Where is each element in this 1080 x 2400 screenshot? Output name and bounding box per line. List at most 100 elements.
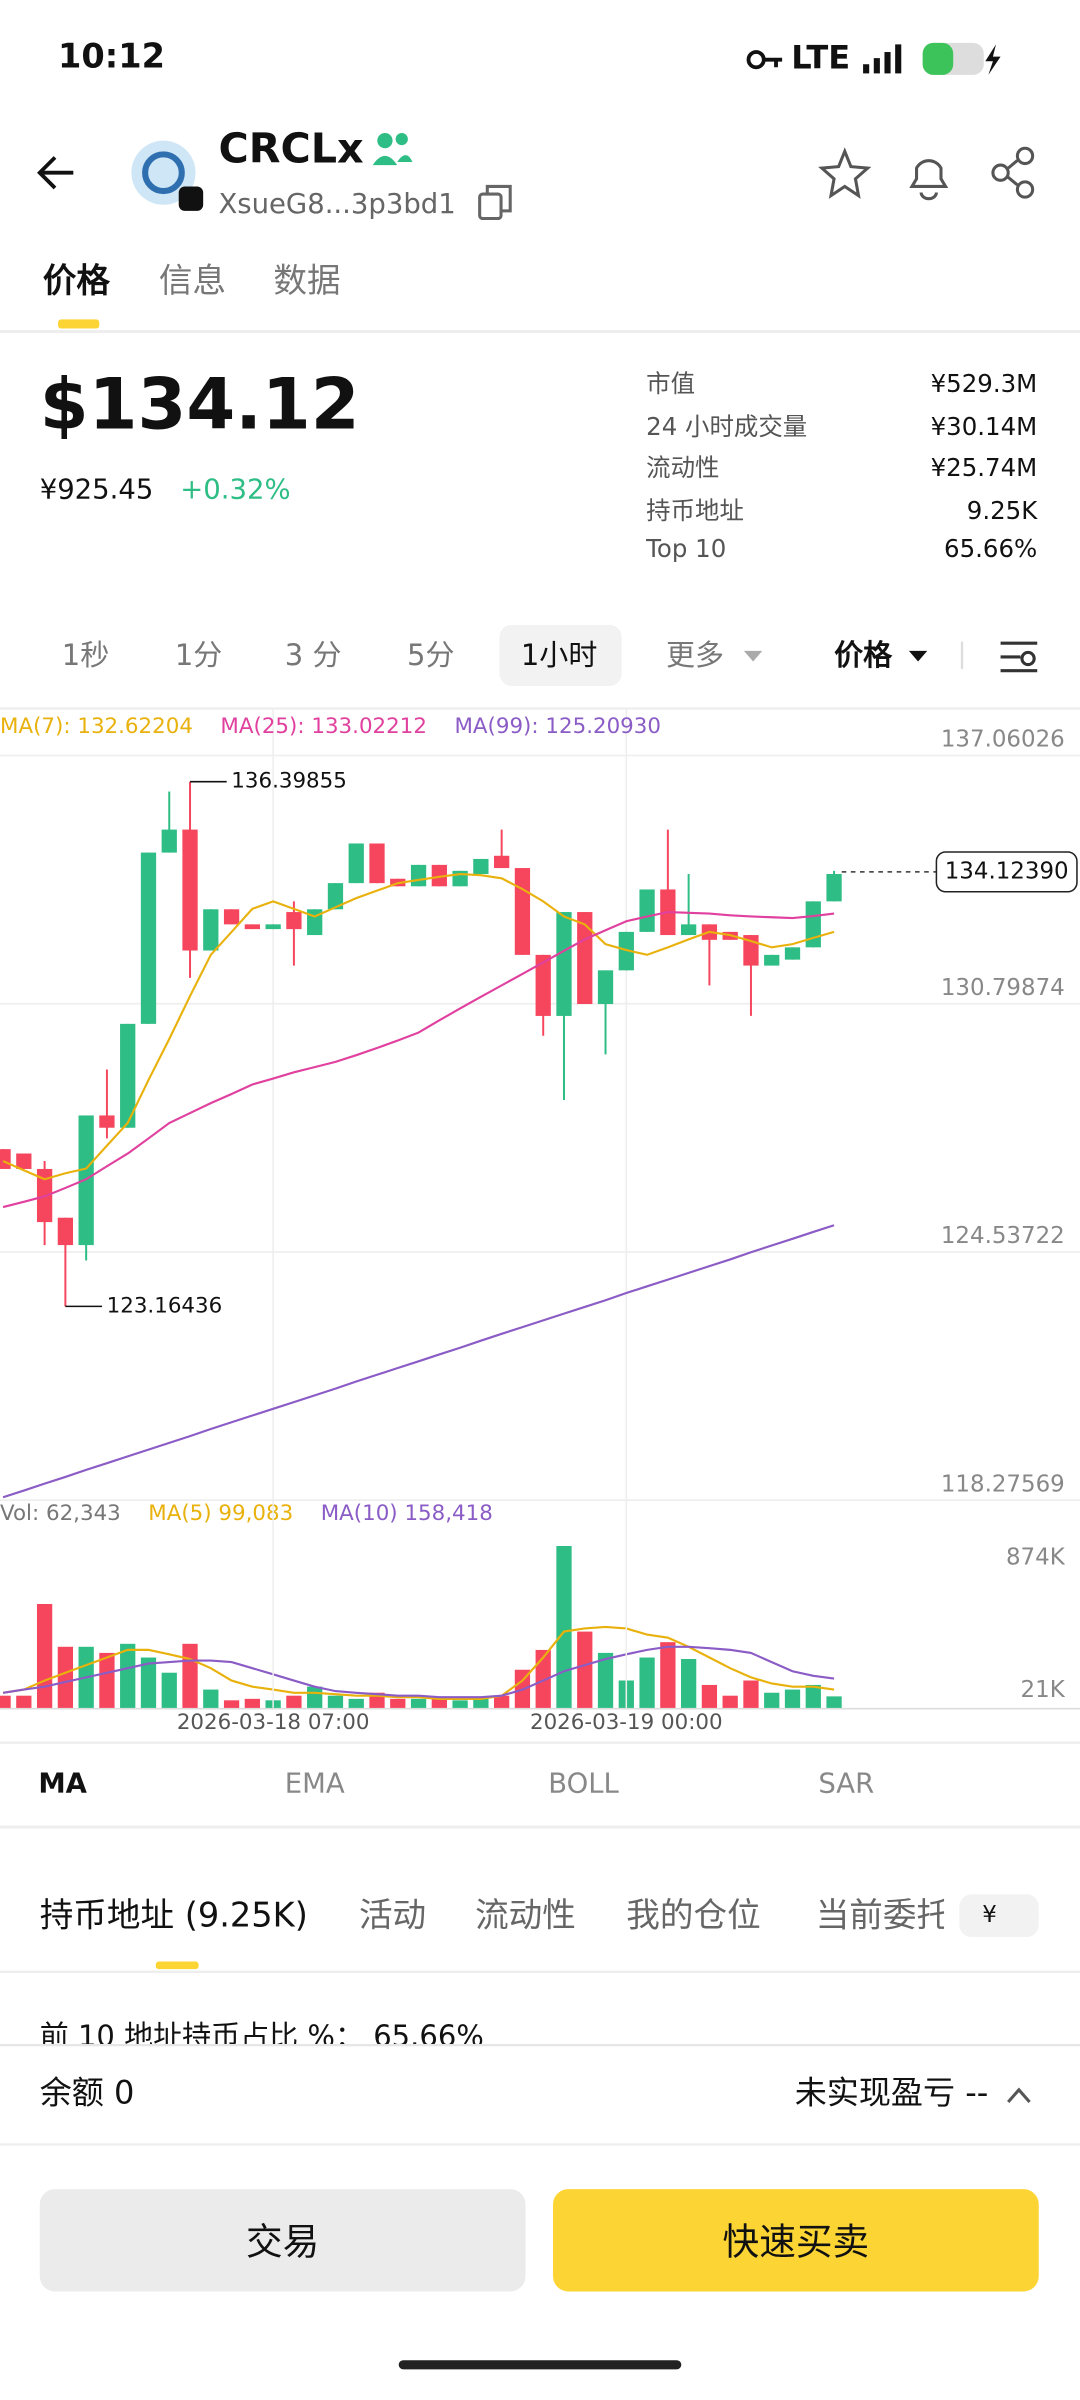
last-price-box (935, 851, 1078, 893)
currency-chip[interactable] (959, 1894, 1039, 1938)
volume-bar (36, 1603, 53, 1708)
candle-body (244, 924, 260, 930)
section-tab[interactable]: 活动 (359, 1896, 426, 1935)
interval[interactable]: 3 分 (285, 638, 342, 672)
volume-bar (535, 1649, 551, 1708)
extreme-label: 136.39855 (231, 769, 347, 794)
volume-bar (473, 1698, 489, 1708)
candle-body (577, 912, 593, 1005)
stat-value: ¥529.3M (931, 369, 1038, 398)
legend-entry: MA(25): 133.02212 (220, 714, 427, 739)
ma-line (2, 910, 835, 1209)
token-address: XsueG8...3p3bd1 (218, 188, 455, 220)
interval[interactable]: 1秒 (62, 638, 109, 672)
volume-ma-line (2, 1625, 835, 1700)
favorite-button[interactable] (818, 147, 872, 199)
volume-bar (722, 1695, 738, 1708)
volume-bar (244, 1698, 260, 1708)
candle-body (327, 883, 344, 910)
candle-body (473, 858, 489, 875)
candle-body (57, 1217, 74, 1246)
ma-line (2, 872, 835, 1181)
volume-bar (120, 1643, 136, 1708)
candle-body (680, 924, 697, 936)
share-button[interactable] (991, 146, 1035, 199)
expand-button[interactable] (1007, 2087, 1031, 2104)
indicator-tab[interactable]: BOLL (548, 1767, 619, 1799)
token-name: CRCLx (218, 124, 363, 172)
volume-bar (0, 1695, 11, 1708)
volume-bar (784, 1689, 801, 1708)
indicator-tab[interactable]: MA (38, 1767, 87, 1799)
interval[interactable]: 5分 (407, 638, 454, 672)
legend-entry: MA(10) 158,418 (321, 1501, 493, 1526)
volume-bar (660, 1642, 676, 1708)
price-cny: ¥925.45 (40, 473, 154, 505)
volume-ma-line (2, 1645, 835, 1699)
stat-value: ¥30.14M (931, 412, 1038, 441)
section-tab[interactable]: 持币地址 (9.25K) (40, 1896, 308, 1935)
indicator-tab[interactable]: EMA (285, 1767, 345, 1799)
battery-icon (922, 42, 1001, 75)
interval[interactable]: 更多 (666, 638, 724, 672)
divider (0, 707, 1080, 710)
divider (0, 2043, 1080, 2047)
volume-bar (307, 1686, 323, 1708)
candle-body (120, 1023, 136, 1128)
balance: 余额 0 (40, 2073, 135, 2111)
x-tick-label: 2026-03-19 00:00 (530, 1710, 723, 1735)
volume-bar (390, 1698, 406, 1708)
section-tab[interactable]: 流动性 (475, 1896, 576, 1935)
volume-bar (431, 1698, 447, 1708)
quick-trade-button[interactable] (552, 2189, 1039, 2292)
section-tab[interactable]: 我的仓位 (626, 1896, 760, 1935)
interval[interactable]: 1小时 (521, 638, 598, 672)
back-button[interactable] (37, 156, 74, 190)
unrealized-pnl: 未实现盈亏 -- (795, 2073, 989, 2111)
currency-chip-label: ¥ (982, 1902, 997, 1928)
volume-bar (223, 1700, 240, 1708)
candle-body (784, 947, 801, 960)
candle-body (410, 864, 427, 887)
candle-body (286, 912, 302, 930)
copy-button[interactable] (478, 184, 512, 221)
volume-bar (680, 1659, 697, 1708)
y-tick-label: 130.79874 (941, 975, 1065, 1001)
chart-settings-button[interactable] (1000, 641, 1038, 673)
candle-body (764, 954, 780, 966)
candle-body (140, 852, 157, 1024)
volume-bar (556, 1545, 572, 1708)
interval[interactable]: 1分 (175, 638, 222, 672)
ma-line (2, 1224, 835, 1499)
candle-body (161, 829, 177, 853)
divider (0, 330, 1080, 334)
quick-trade-button-label: 快速买卖 (723, 2221, 870, 2264)
volume-bar (639, 1657, 655, 1708)
volume-bar (452, 1700, 468, 1708)
candle-body (597, 970, 614, 1005)
candle-body (639, 889, 655, 932)
section-tab[interactable]: 当前委托 (816, 1896, 950, 1935)
candle-body (369, 843, 385, 884)
divider (0, 1970, 1080, 1973)
legend-entry: MA(5) 99,083 (148, 1501, 293, 1526)
volume-bar (182, 1643, 198, 1708)
indicator-tab[interactable]: SAR (818, 1767, 874, 1799)
price-selector[interactable]: 价格 (834, 638, 893, 672)
token-avatar (131, 140, 204, 211)
stat-value: 9.25K (967, 496, 1038, 525)
volume-bar (16, 1695, 32, 1708)
legend-entry: MA(99): 125.20930 (454, 714, 661, 739)
volume-bar (140, 1657, 157, 1708)
price-change: +0.32% (180, 473, 290, 505)
tab[interactable]: 数据 (273, 261, 340, 300)
community-icon (372, 132, 413, 166)
alert-button[interactable] (909, 159, 949, 201)
trade-button[interactable] (39, 2189, 526, 2292)
volume-bar (286, 1695, 302, 1708)
home-indicator (398, 2360, 682, 2370)
tab[interactable]: 价格 (43, 261, 111, 300)
tab[interactable]: 信息 (159, 261, 226, 300)
y-tick-label: 21K (1021, 1677, 1066, 1703)
